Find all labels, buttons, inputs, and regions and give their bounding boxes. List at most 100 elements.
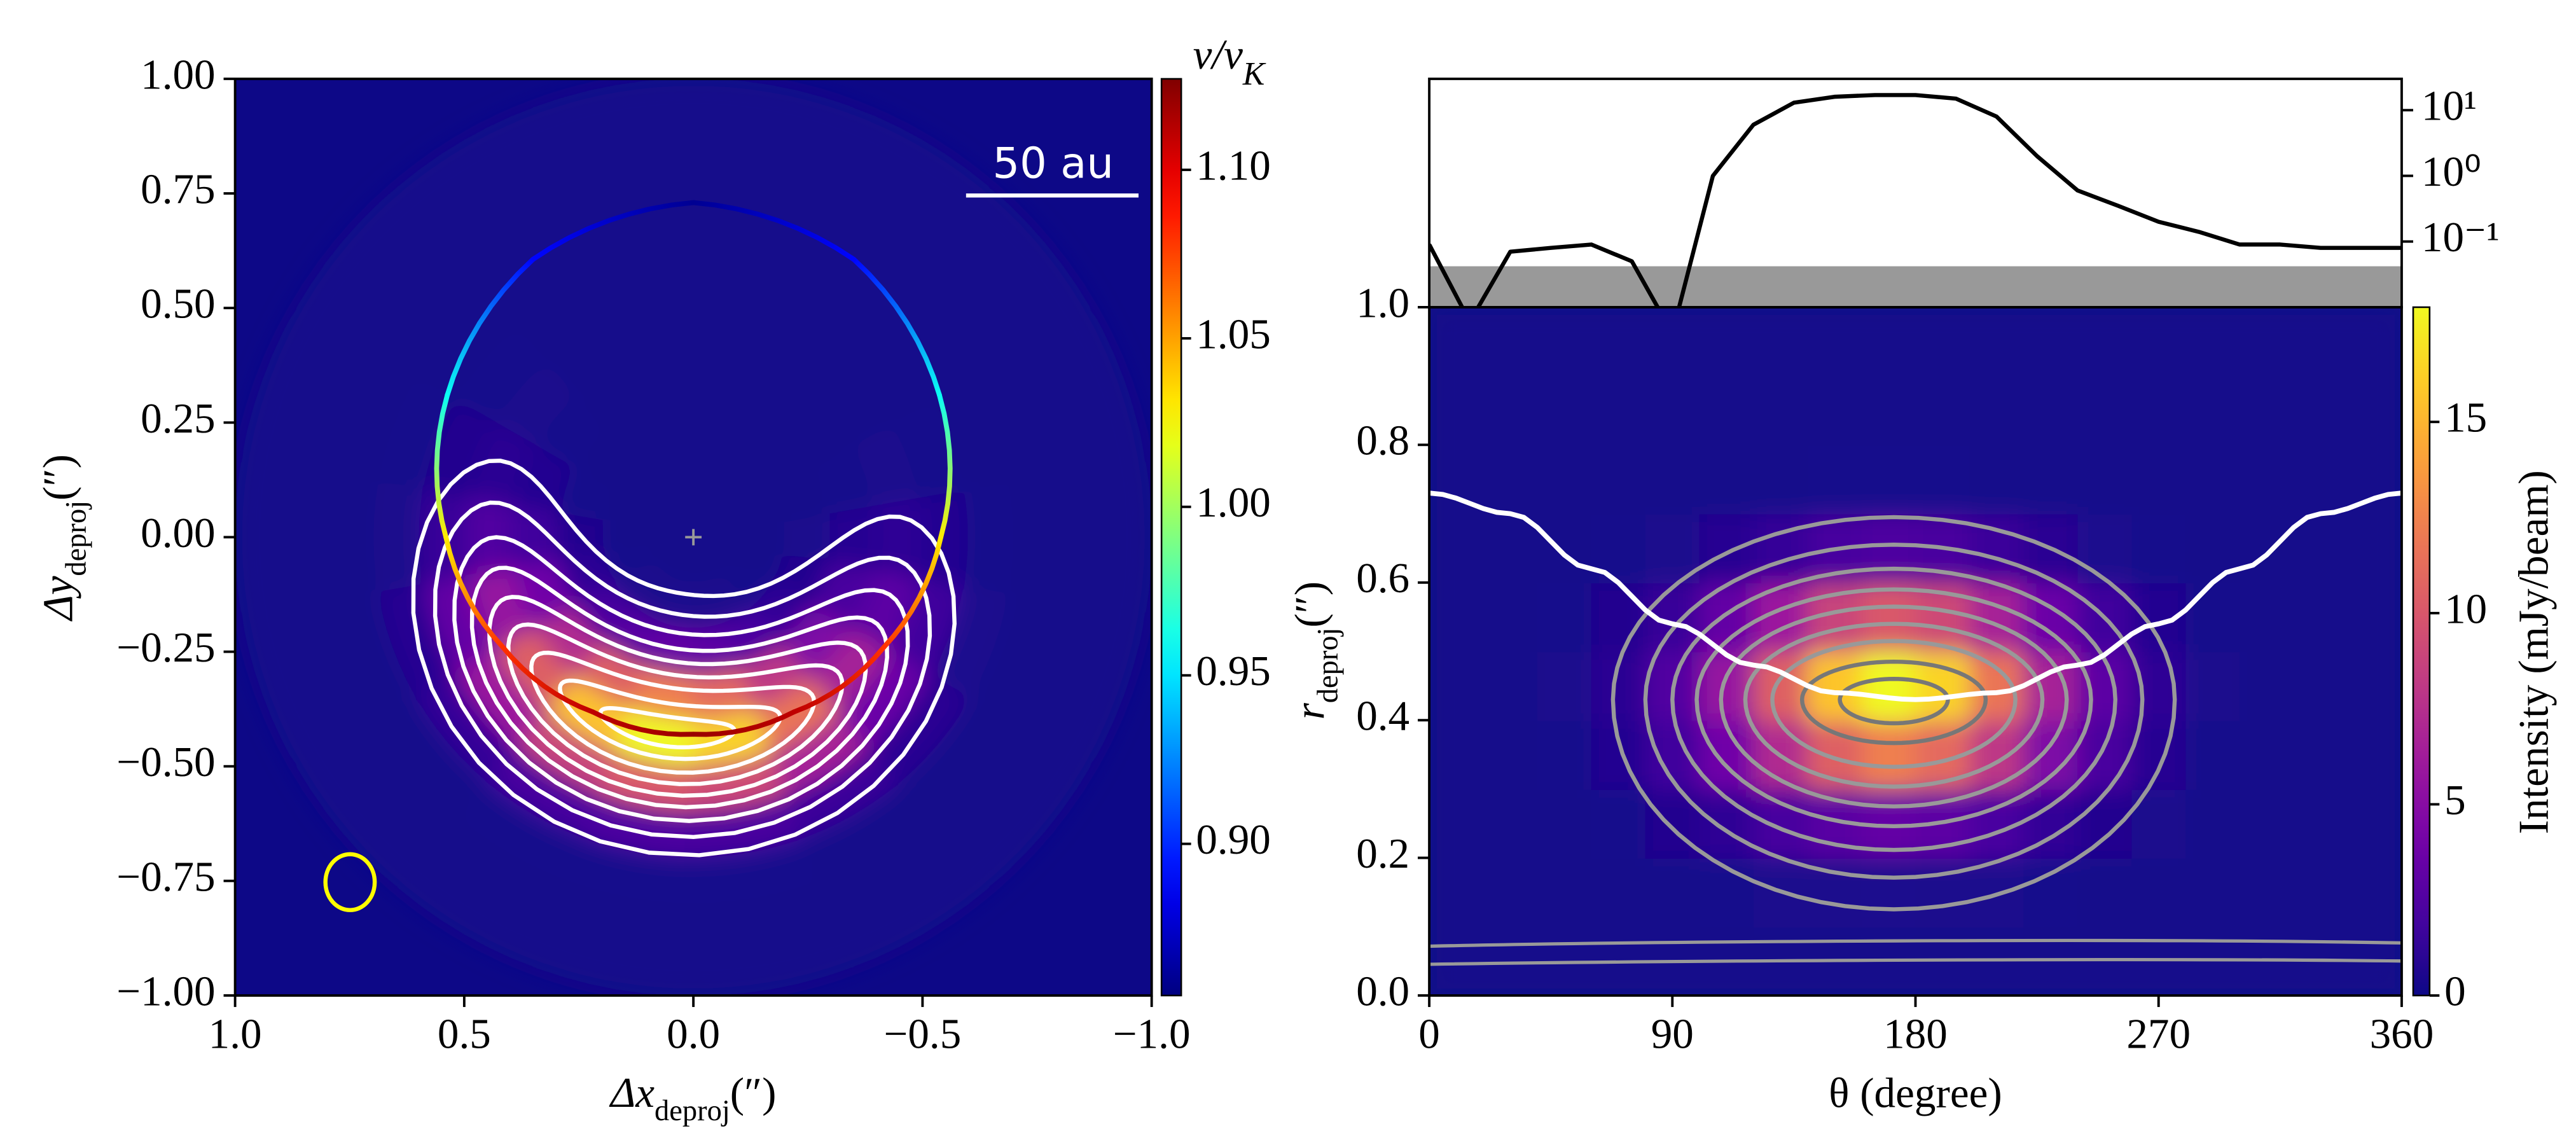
heat-cell (1483, 720, 1539, 790)
heat-cell (1053, 464, 1107, 610)
heat-cell (2023, 376, 2079, 446)
colorbar-tick-label: 1.00 (1196, 478, 1270, 526)
contour (1643, 543, 2145, 880)
heat-cell (1483, 513, 1539, 584)
heat-cell (2131, 513, 2187, 584)
contour (1743, 621, 2045, 789)
top-panel (1429, 93, 2402, 307)
heat-cell (2131, 926, 2187, 996)
heat-cell (1429, 307, 1485, 377)
label-sub: K (1242, 56, 1266, 92)
heat-cell (2185, 376, 2241, 446)
heat-cell (1537, 857, 1593, 928)
contour (1719, 604, 2069, 808)
heat-cell (2185, 789, 2241, 859)
heat-cell (1537, 513, 1593, 584)
colorbar-tick-label: 1.05 (1196, 310, 1270, 357)
contour (452, 535, 910, 823)
colorbar-tick-label: 0 (2444, 967, 2466, 1015)
ring-segment (590, 709, 696, 737)
label-sub: deproj (60, 501, 93, 576)
heat-cell (1753, 513, 1808, 584)
heat-cell (2240, 376, 2295, 446)
heat-cell (2347, 307, 2402, 377)
heat-cells (1429, 307, 2402, 996)
x-tick-label: 270 (2126, 1010, 2191, 1058)
y-tick-label: 0.00 (141, 509, 215, 557)
heat-cell (1483, 376, 1539, 446)
heat-cell (1861, 513, 1916, 584)
heat-cell (1807, 376, 1862, 446)
heat-cell (1753, 307, 1808, 377)
heat-cell (1429, 582, 1485, 653)
heat-cell (2077, 857, 2133, 928)
ring-segment (791, 644, 887, 714)
x-tick-label: 180 (1883, 1010, 1948, 1058)
shade (1429, 266, 2402, 307)
y-tick-label: 1.0 (1356, 279, 1409, 326)
heat-cell (1645, 445, 1701, 515)
heat-cell (2023, 926, 2079, 996)
label-unit: (″) (34, 454, 82, 501)
y-tick-label: 10⁻¹ (2421, 213, 2500, 261)
heat-cell (1645, 307, 1701, 377)
heat-cell (2077, 307, 2133, 377)
y-tick-label: 0.6 (1356, 554, 1409, 602)
heat-cell (1915, 307, 1970, 377)
heat-cell (2347, 720, 2402, 790)
heat-cell (1429, 789, 1485, 859)
ring-segment (445, 256, 536, 398)
star-marker (685, 529, 702, 546)
heat-cell (1483, 789, 1539, 859)
heat-cell (2347, 789, 2402, 859)
colorbar (1160, 78, 1182, 997)
y-tick-label: 0.0 (1356, 967, 1409, 1015)
heat-cell (2023, 445, 2079, 515)
contour (506, 622, 845, 786)
heat-cell (2185, 926, 2241, 996)
heat-cell (1429, 720, 1485, 790)
heat-cell (2294, 307, 2349, 377)
heat-cell (2294, 445, 2349, 515)
heat-cell (1915, 857, 1970, 928)
heat-cell (2240, 307, 2295, 377)
label-main: Δy (34, 576, 82, 621)
contour (529, 650, 817, 775)
heat-cell (2240, 857, 2295, 928)
heat-cell (1429, 376, 1485, 446)
colorbar-tick-label: 5 (2444, 776, 2466, 824)
heat-cell (1537, 789, 1593, 859)
heat-cell (1537, 307, 1593, 377)
y-tick-label: −0.25 (116, 623, 215, 671)
x-tick-label: 0.0 (667, 1010, 720, 1058)
y-tick-label: 0.50 (141, 280, 215, 328)
y-tick-label: 10⁰ (2421, 148, 2481, 195)
heat-cell (1483, 857, 1539, 928)
heat-cell (2131, 445, 2187, 515)
heat-cell (2077, 926, 2133, 996)
heat-cell (873, 496, 924, 578)
heat-cell (2240, 651, 2295, 721)
heat-cell (2077, 513, 2133, 584)
heat-cell (2185, 307, 2241, 377)
ring-segment (691, 709, 797, 737)
beam (323, 852, 377, 912)
heat-cell (2077, 445, 2133, 515)
colorbar-label: Intensity (mJy/beam) (2510, 470, 2558, 834)
heat-cell (1591, 376, 1647, 446)
ring-segment (691, 200, 857, 262)
y-axis-label: Δydeproj(″) (34, 454, 93, 622)
heat-cell (2294, 582, 2349, 653)
heat-cell (2347, 513, 2402, 584)
heat-cell (2185, 857, 2241, 928)
heat-cell (1483, 307, 1539, 377)
contour (598, 705, 737, 750)
heat-cell (2077, 376, 2133, 446)
contour (558, 678, 783, 761)
heat-cell (2294, 720, 2349, 790)
heat-cell (1861, 376, 1916, 446)
y-tick-label: −0.75 (116, 852, 215, 900)
heat-cell (2347, 857, 2402, 928)
heat-cell (2347, 582, 2402, 653)
heat-cell (1969, 307, 2025, 377)
